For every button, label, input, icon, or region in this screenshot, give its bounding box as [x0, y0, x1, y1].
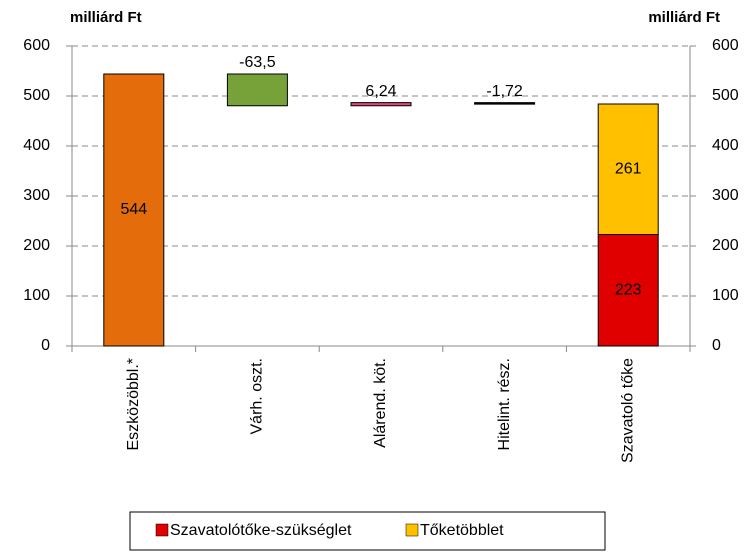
y2-axis-label: milliárd Ft	[648, 9, 720, 26]
step-bar	[474, 102, 536, 105]
value-label: 544	[120, 201, 147, 218]
y2-tick-label: 0	[712, 337, 721, 354]
y-tick-label: 200	[23, 237, 50, 254]
y-axis-label: milliárd Ft	[70, 9, 142, 26]
y2-tick-label: 300	[712, 187, 739, 204]
legend-label: Szavatolótőke-szükséglet	[170, 522, 352, 539]
step-bar	[226, 73, 288, 107]
y-tick-label: 400	[23, 137, 50, 154]
y-tick-label: 600	[23, 37, 50, 54]
x-tick-label: Alárend. köt.	[372, 358, 389, 448]
x-tick-label: Hitelint. rész.	[496, 358, 513, 450]
y-tick-label: 100	[23, 287, 50, 304]
legend-box	[129, 511, 606, 551]
y2-tick-label: 400	[712, 137, 739, 154]
y2-tick-label: 600	[712, 37, 739, 54]
legend-label: Tőketöbblet	[420, 522, 504, 539]
y-tick-label: 500	[23, 87, 50, 104]
step-bar	[350, 102, 412, 107]
y2-tick-label: 100	[712, 287, 739, 304]
y-tick-label: 0	[41, 337, 50, 354]
legend-swatch	[405, 523, 419, 537]
value-label: 261	[615, 160, 642, 177]
value-label: -63,5	[239, 54, 276, 71]
y2-tick-label: 200	[712, 237, 739, 254]
step-bar	[103, 73, 165, 347]
y-tick-label: 300	[23, 187, 50, 204]
value-label: 223	[615, 281, 642, 298]
value-label: -1,72	[486, 83, 523, 100]
value-label: 6,24	[365, 83, 396, 100]
x-tick-label: Eszközöbbl.*	[125, 358, 142, 451]
x-tick-label: Várh. oszt.	[249, 358, 266, 434]
x-tick-label: Szavatoló tőke	[619, 358, 636, 463]
legend-swatch	[155, 523, 169, 537]
stacked-bar	[597, 103, 659, 235]
y2-tick-label: 500	[712, 87, 739, 104]
